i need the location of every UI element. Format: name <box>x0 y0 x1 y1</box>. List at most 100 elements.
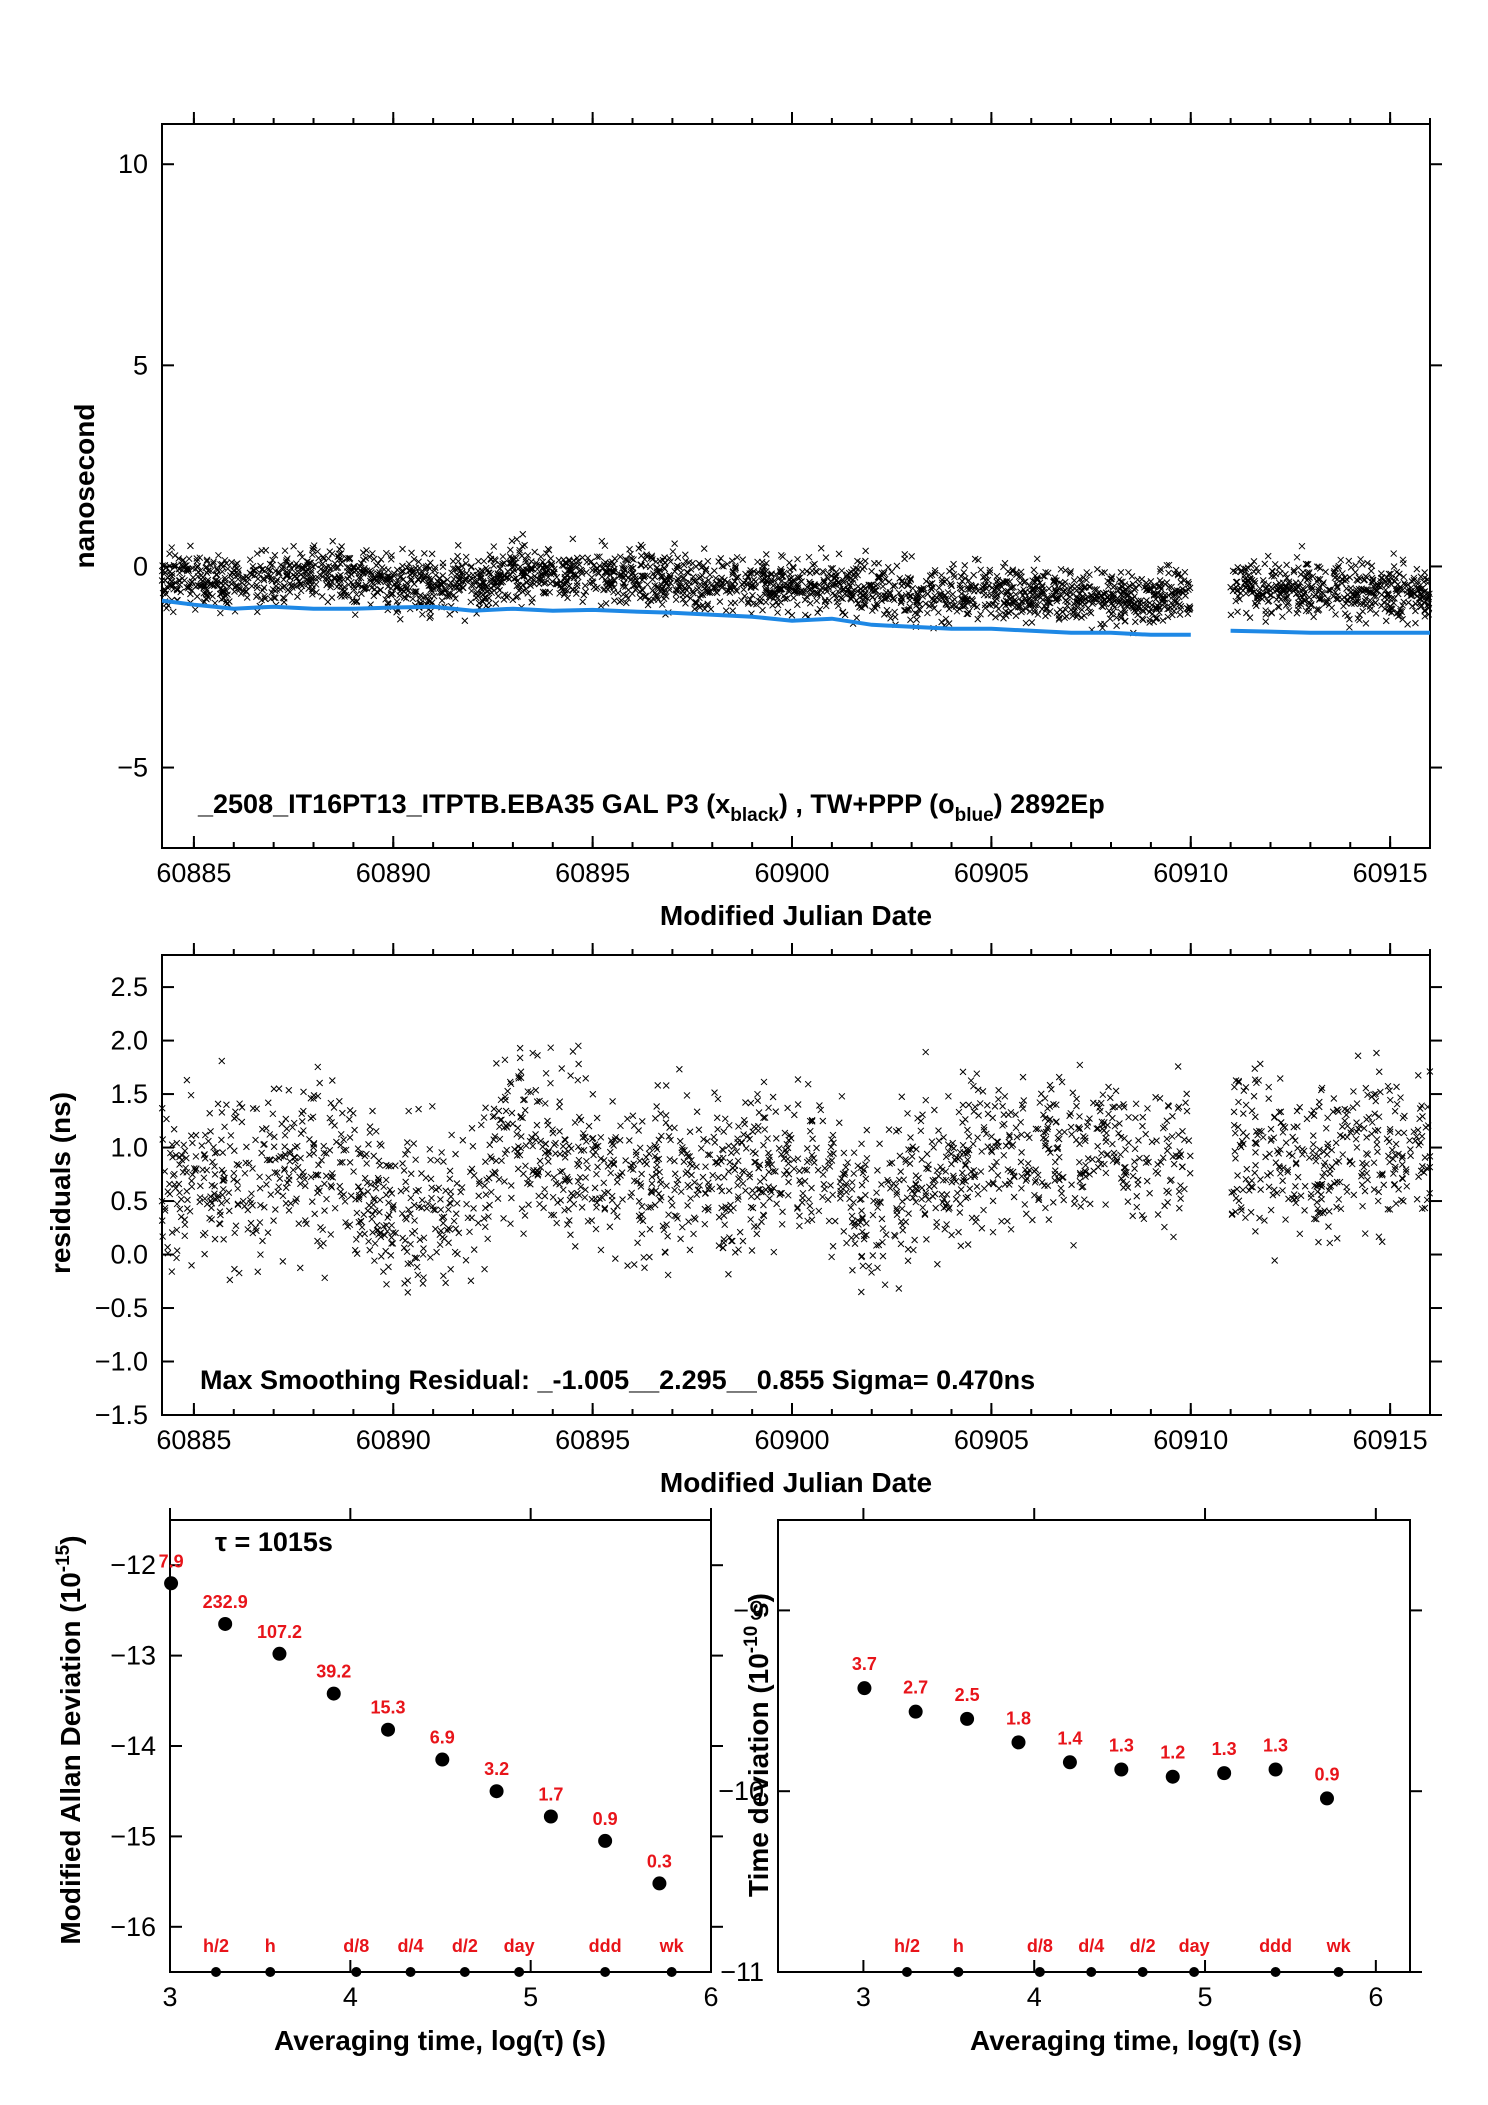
residual-point <box>593 1170 600 1178</box>
residual-point <box>230 1115 238 1122</box>
residual-point <box>896 1152 904 1160</box>
residual-point <box>256 1173 263 1181</box>
residual-point <box>1154 1211 1162 1218</box>
residual-point <box>1053 1118 1060 1125</box>
timeseries-point <box>1340 594 1348 601</box>
residual-point <box>440 1158 447 1165</box>
timeseries-point <box>224 565 232 573</box>
y-tick-label: −5 <box>117 753 148 783</box>
residual-point <box>427 1156 434 1164</box>
timeseries-point <box>988 591 995 599</box>
residual-point <box>1422 1123 1430 1131</box>
residual-point <box>974 1134 981 1141</box>
residual-point <box>1240 1087 1248 1094</box>
residual-point <box>747 1193 755 1200</box>
timeseries-point <box>216 609 224 617</box>
timeseries-point <box>494 592 502 600</box>
residual-point <box>1169 1112 1176 1120</box>
residual-point <box>1019 1073 1027 1081</box>
residual-point <box>1073 1095 1080 1103</box>
residual-point <box>448 1131 455 1139</box>
timeseries-point <box>622 599 630 607</box>
residual-point <box>919 1111 926 1119</box>
residual-point <box>862 1191 869 1199</box>
residual-point <box>337 1130 345 1138</box>
residual-point <box>849 1266 856 1274</box>
residual-point <box>695 1126 703 1134</box>
residual-point <box>1099 1091 1107 1099</box>
timeseries-point <box>857 585 865 593</box>
residual-point <box>264 1229 272 1236</box>
residual-point <box>779 1208 786 1216</box>
residual-point <box>1125 1113 1132 1121</box>
timeseries-point <box>487 555 495 563</box>
timeseries-point <box>462 560 470 567</box>
residual-point <box>820 1180 828 1188</box>
residual-point <box>452 1225 460 1232</box>
residual-point <box>693 1191 701 1199</box>
residual-point <box>1400 1129 1408 1137</box>
residual-point <box>970 1082 977 1090</box>
residual-point <box>993 1138 1001 1146</box>
residual-point <box>974 1086 982 1094</box>
residual-point <box>583 1157 590 1165</box>
residual-point <box>790 1156 798 1164</box>
residual-point <box>447 1188 455 1195</box>
residual-point <box>230 1176 237 1183</box>
timeseries-point <box>243 594 251 601</box>
residual-point <box>234 1201 242 1209</box>
residual-point <box>413 1263 421 1271</box>
residual-point <box>617 1122 624 1130</box>
residual-point <box>941 1225 949 1233</box>
residual-point <box>328 1077 336 1084</box>
timeseries-point <box>1033 555 1041 563</box>
residual-point <box>231 1229 239 1237</box>
residual-point <box>806 1202 814 1210</box>
residual-point <box>211 1170 219 1178</box>
residual-point <box>943 1221 950 1228</box>
residual-point <box>187 1091 195 1099</box>
residual-point <box>163 1115 170 1123</box>
residual-point <box>794 1155 802 1163</box>
timeseries-point <box>614 589 622 597</box>
residual-point <box>256 1184 264 1192</box>
timeseries-point <box>637 561 645 568</box>
residual-point <box>502 1107 510 1115</box>
timeseries-point <box>949 597 956 605</box>
residual-point <box>1102 1169 1110 1177</box>
residual-point <box>1098 1149 1105 1157</box>
residual-point <box>569 1048 577 1055</box>
residual-point <box>978 1148 986 1155</box>
residual-point <box>347 1192 355 1200</box>
timeseries-point <box>531 548 539 556</box>
residual-point <box>1242 1101 1250 1109</box>
residual-point <box>327 1231 335 1238</box>
x-tick-label: 60885 <box>156 858 231 888</box>
residual-point <box>458 1184 466 1191</box>
residual-point <box>667 1195 675 1203</box>
residual-point <box>1368 1119 1376 1126</box>
residual-point <box>955 1228 962 1236</box>
residual-point <box>284 1179 291 1187</box>
timeseries-point <box>399 545 406 553</box>
residual-point <box>638 1170 645 1178</box>
residual-point <box>357 1217 365 1225</box>
residual-point <box>434 1157 441 1164</box>
timeseries-point <box>693 586 701 594</box>
residual-point <box>1046 1103 1054 1110</box>
timeseries-point <box>893 562 901 570</box>
residual-point <box>316 1079 324 1087</box>
residual-point <box>956 1209 964 1216</box>
residual-point <box>915 1174 922 1182</box>
residual-point <box>746 1170 753 1178</box>
timeseries-y-axis-title: nanosecond <box>69 404 100 569</box>
residual-point <box>481 1182 489 1189</box>
residual-point <box>1041 1182 1048 1189</box>
residual-point <box>1391 1107 1399 1115</box>
residual-point <box>577 1116 585 1124</box>
residual-point <box>433 1248 440 1256</box>
residual-point <box>720 1173 728 1181</box>
residual-point <box>935 1137 943 1145</box>
residual-point <box>231 1108 239 1116</box>
residual-point <box>1031 1168 1038 1175</box>
